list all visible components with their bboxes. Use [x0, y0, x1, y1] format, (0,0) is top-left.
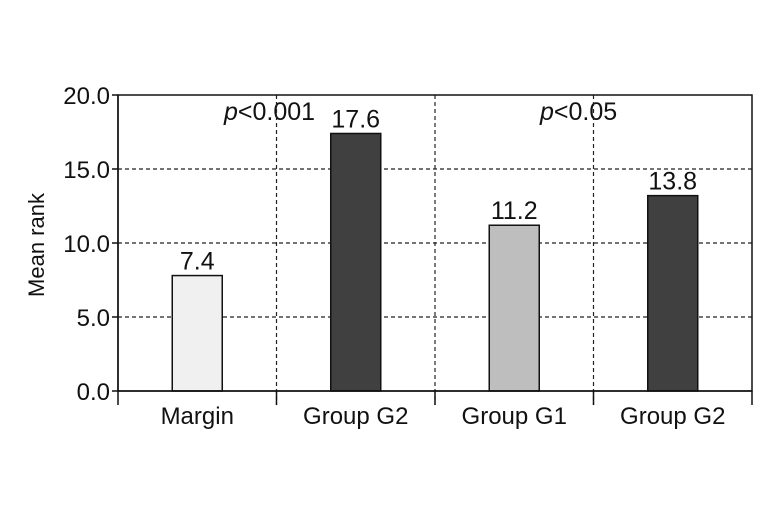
bar-1 [330, 132, 382, 392]
bar-0 [171, 274, 223, 392]
x-tick-label-1: Group G2 [303, 403, 408, 430]
x-tick-label-3: Group G2 [620, 403, 725, 430]
y-tick-label-4: 20.0 [63, 83, 110, 110]
y-tick-label-0: 0.0 [77, 379, 110, 406]
y-tick-label-2: 10.0 [63, 231, 110, 258]
p-value-2-text: <0.05 [554, 98, 617, 126]
y-tick-label-1: 5.0 [77, 305, 110, 332]
x-tick-label-0: Margin [161, 403, 234, 430]
bar-2 [488, 224, 540, 392]
p-value-2-prefix: p [539, 98, 554, 126]
y-axis-title: Mean rank [24, 192, 49, 297]
x-tick-label-2: Group G1 [462, 403, 567, 430]
p-value-annotation-1: p<0.001 [223, 98, 315, 126]
bar-value-label-2: 11.2 [491, 197, 538, 225]
p-value-annotation-2: p<0.05 [539, 98, 617, 126]
bar-3 [647, 194, 699, 392]
bar-value-label-3: 13.8 [648, 168, 697, 196]
bar-value-label-0: 7.4 [180, 248, 215, 276]
p-value-1-prefix: p [223, 98, 238, 126]
bar-value-label-1: 17.6 [331, 105, 380, 133]
y-tick-label-3: 15.0 [63, 157, 110, 184]
